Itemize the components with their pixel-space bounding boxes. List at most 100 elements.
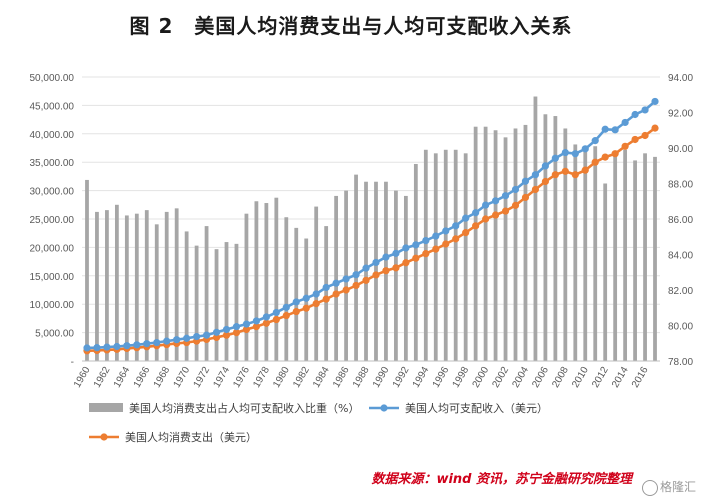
consumption-point (442, 240, 450, 248)
bar (324, 226, 329, 361)
income-point (292, 298, 300, 306)
bar (583, 149, 588, 361)
bar (394, 190, 398, 361)
legend-swatch-bar (89, 403, 123, 412)
bar (144, 210, 149, 361)
left-axis-tick-label: 30,000.00 (30, 187, 75, 198)
consumption-point (571, 171, 579, 179)
legend-item-consumption: 美国人均消费支出（美元） (89, 430, 257, 444)
right-axis-tick-label: 78.00 (668, 357, 693, 368)
x-axis-tick-label: 1962 (92, 365, 113, 390)
bar (184, 231, 189, 361)
x-axis-tick-label: 1966 (132, 365, 153, 390)
income-point (422, 236, 430, 245)
consumption-point (621, 142, 629, 150)
x-axis-tick-label: 1982 (291, 365, 312, 390)
bar (114, 204, 119, 361)
consumption-point (362, 276, 370, 284)
x-axis-tick-label: 1978 (251, 365, 272, 390)
consumption-point (491, 211, 500, 219)
consumption-point (252, 323, 260, 331)
consumption-point (611, 150, 619, 158)
bar (403, 195, 408, 361)
gridlines (82, 76, 660, 362)
consumption-point (581, 166, 589, 174)
x-axis-tick-label: 1996 (431, 365, 452, 390)
consumption-point (242, 325, 251, 334)
bar (284, 217, 289, 361)
consumption-point (521, 193, 530, 202)
consumption-point (422, 250, 430, 258)
right-axis-tick-label: 92.00 (668, 109, 693, 120)
income-point (621, 118, 629, 127)
income-point (352, 271, 360, 279)
income-point (153, 338, 161, 347)
consumption-point (232, 329, 241, 337)
income-point (392, 249, 400, 257)
x-axis-tick-label: 2016 (630, 365, 651, 390)
income-point (551, 154, 559, 162)
source-note: 数据来源：wind 资讯，苏宁金融研究院整理 (371, 472, 632, 487)
bar (413, 163, 418, 361)
income-point (501, 192, 510, 200)
consumption-point (352, 281, 360, 290)
income-point (93, 344, 101, 352)
x-axis-tick-label: 1974 (211, 365, 232, 390)
consumption-point (641, 131, 649, 140)
income-point (212, 328, 221, 336)
bar (553, 116, 558, 361)
bar (204, 226, 209, 361)
consumption-point (222, 331, 231, 339)
right-axis-tick-label: 84.00 (668, 251, 693, 262)
left-axis-tick-label: 5,000.00 (35, 329, 74, 340)
income-point (541, 162, 549, 170)
bar (593, 146, 598, 361)
bar (573, 144, 578, 361)
consumption-point (272, 315, 280, 324)
consumption-point (332, 290, 340, 298)
bar (95, 211, 99, 361)
income-point (601, 125, 609, 133)
consumption-point (591, 158, 599, 166)
x-axis-tick-label: 1984 (311, 365, 332, 390)
income-point (332, 279, 340, 287)
income-point (312, 290, 320, 298)
bar (154, 224, 159, 361)
x-axis-tick-label: 1960 (72, 365, 93, 390)
income-point (591, 137, 599, 145)
consumption-point (452, 235, 460, 243)
income-point (452, 222, 460, 230)
x-axis-tick-label: 1994 (411, 365, 432, 390)
left-axis-tick-label: 45,000.00 (30, 101, 75, 112)
right-axis-tick-label: 94.00 (668, 73, 693, 84)
x-axis-tick-label: 1968 (152, 365, 173, 390)
income-point (531, 171, 540, 179)
bar (85, 179, 89, 361)
consumption-point (322, 295, 330, 303)
bar (224, 242, 229, 361)
bar (453, 149, 458, 361)
consumption-point (472, 222, 480, 230)
bar (623, 149, 628, 361)
income-point (631, 110, 639, 119)
chart-title: 图 2 美国人均消费支出与人均可支配收入关系 (129, 14, 573, 38)
bar (563, 128, 568, 361)
legend-item-bar: 美国人均消费支出占人均可支配收入比重（%） (89, 401, 359, 415)
income-point (232, 323, 241, 331)
income-point (83, 344, 91, 352)
bar (543, 114, 548, 362)
left-axis-tick-label: 25,000.00 (30, 215, 75, 226)
right-axis-tick-label: 82.00 (668, 286, 693, 297)
consumption-point (282, 311, 290, 320)
bar (443, 149, 448, 361)
bar (603, 183, 608, 361)
left-axis-tick-label: 40,000.00 (30, 130, 75, 141)
consumption-point (382, 267, 390, 275)
watermark-logo-icon (641, 479, 658, 496)
income-point (382, 253, 390, 261)
bar (433, 153, 438, 361)
left-axis-tick-label: 15,000.00 (30, 272, 75, 283)
income-point (173, 336, 181, 344)
consumption-point (292, 307, 300, 316)
bar (134, 213, 139, 361)
